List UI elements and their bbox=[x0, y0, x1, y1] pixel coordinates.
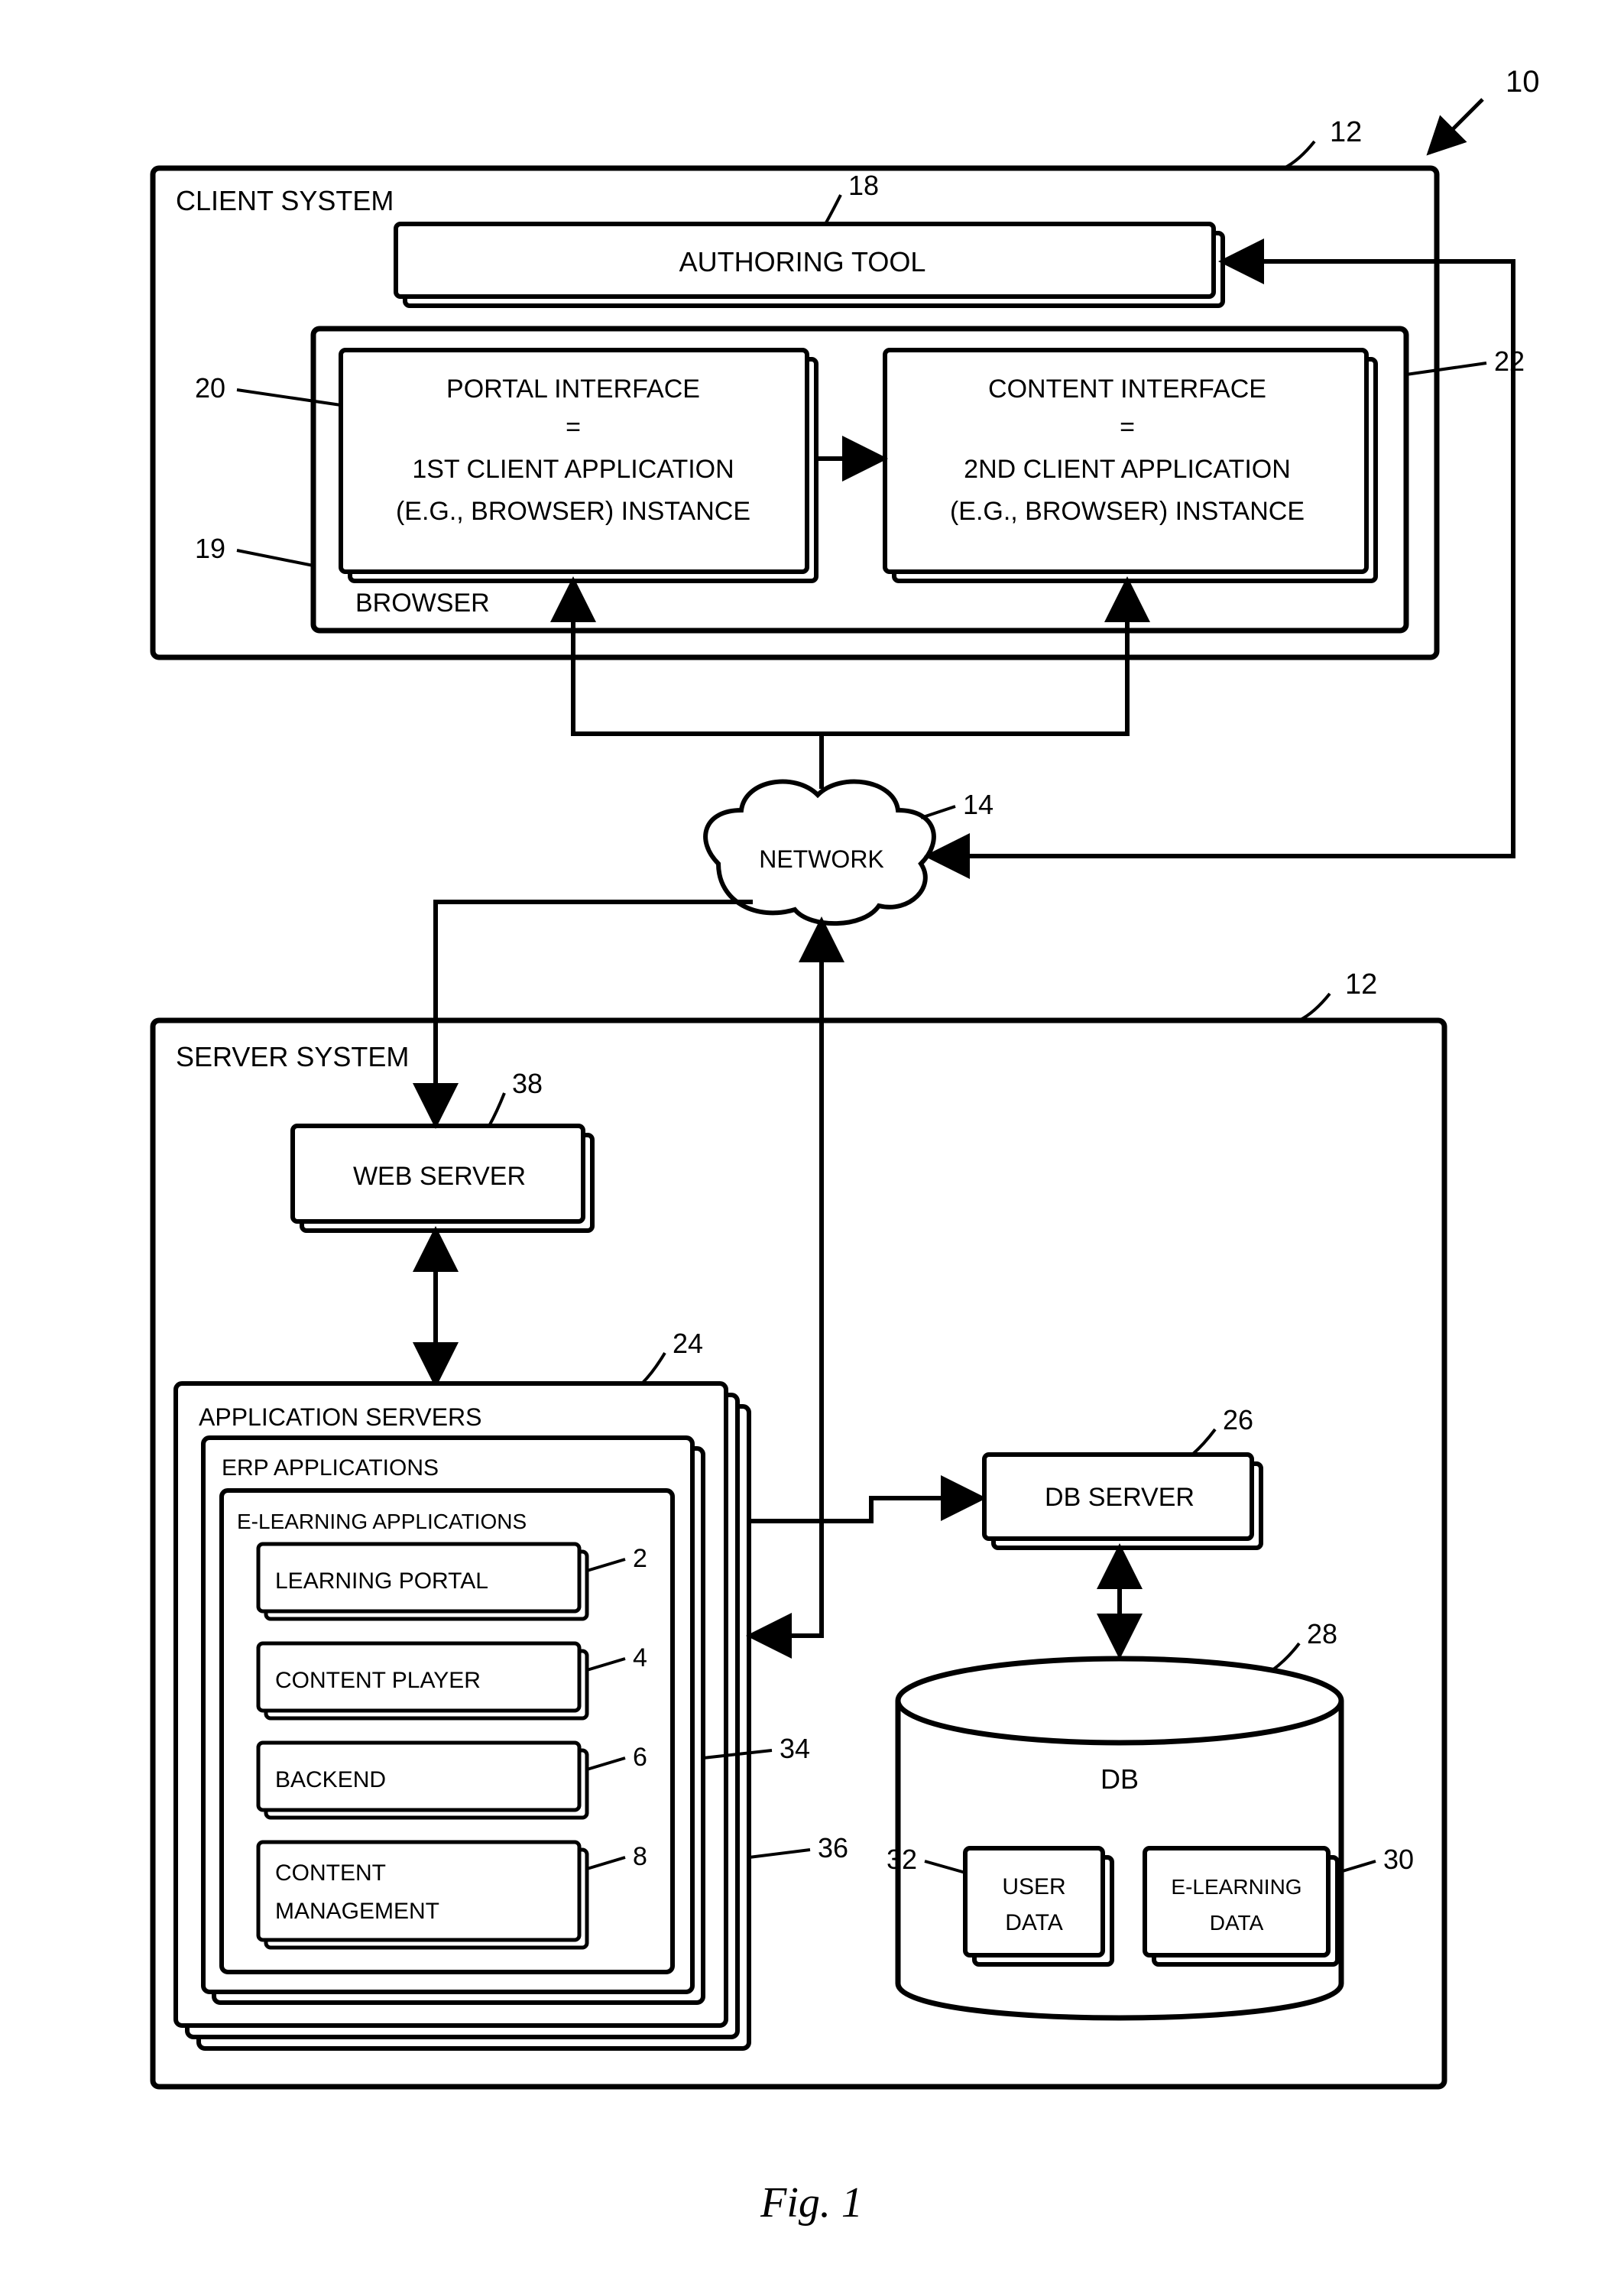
arrow-network-webserver bbox=[436, 902, 753, 1124]
content-interface-l4: (E.G., BROWSER) INSTANCE bbox=[950, 497, 1305, 526]
portal-interface-l1: PORTAL INTERFACE bbox=[446, 375, 700, 404]
network-label: NETWORK bbox=[759, 845, 884, 873]
client-system: CLIENT SYSTEM 12 AUTHORING TOOL 18 BROWS… bbox=[153, 116, 1525, 657]
ref-learning-portal: 2 bbox=[633, 1544, 647, 1573]
ref-appservers-line: 36 bbox=[818, 1832, 848, 1863]
content-player-label: CONTENT PLAYER bbox=[275, 1668, 481, 1693]
ref-browser: 19 bbox=[195, 533, 225, 564]
content-mgmt-l1: CONTENT bbox=[275, 1860, 386, 1886]
ref-server-system: 12 bbox=[1345, 968, 1377, 1001]
ref-elearning-data: 30 bbox=[1383, 1844, 1414, 1875]
ref-overall-leader bbox=[1429, 99, 1483, 153]
app-servers-label: APPLICATION SERVERS bbox=[199, 1403, 481, 1431]
user-data-l2: DATA bbox=[1005, 1910, 1063, 1935]
user-data-l1: USER bbox=[1002, 1874, 1065, 1899]
ref-backend: 6 bbox=[633, 1743, 647, 1772]
portal-interface-l3: 1ST CLIENT APPLICATION bbox=[412, 455, 734, 484]
browser-label: BROWSER bbox=[355, 589, 490, 618]
ref-content-interface: 22 bbox=[1494, 345, 1525, 377]
content-interface-l3: 2ND CLIENT APPLICATION bbox=[964, 455, 1291, 484]
server-system: SERVER SYSTEM 12 WEB SERVER 38 APPLICATI… bbox=[153, 902, 1444, 2087]
db-label: DB bbox=[1100, 1763, 1139, 1795]
ref-content-player: 4 bbox=[633, 1643, 647, 1672]
portal-interface-l4: (E.G., BROWSER) INSTANCE bbox=[396, 497, 750, 526]
learning-portal-label: LEARNING PORTAL bbox=[275, 1568, 488, 1594]
content-mgmt-l2: MANAGEMENT bbox=[275, 1899, 439, 1924]
elearning-data-l1: E-LEARNING bbox=[1171, 1875, 1301, 1899]
authoring-tool-label: AUTHORING TOOL bbox=[679, 246, 926, 277]
figure-caption: Fig. 1 bbox=[760, 2179, 863, 2227]
elearning-data-l2: DATA bbox=[1210, 1911, 1264, 1935]
content-interface-l1: CONTENT INTERFACE bbox=[988, 375, 1266, 404]
ref-network: 14 bbox=[963, 789, 994, 820]
ref-web-server: 38 bbox=[512, 1068, 543, 1099]
arrow-network-appservers bbox=[750, 921, 822, 1636]
backend-label: BACKEND bbox=[275, 1767, 386, 1792]
elearning-label: E-LEARNING APPLICATIONS bbox=[237, 1510, 527, 1533]
diagram-canvas: 10 CLIENT SYSTEM 12 AUTHORING TOOL 18 BR… bbox=[0, 0, 1624, 2290]
ref-db: 28 bbox=[1307, 1618, 1337, 1649]
ref-content-mgmt: 8 bbox=[633, 1842, 647, 1871]
erp-label: ERP APPLICATIONS bbox=[222, 1455, 439, 1481]
ref-authoring-tool: 18 bbox=[848, 170, 879, 201]
server-system-title: SERVER SYSTEM bbox=[176, 1041, 409, 1072]
db-cylinder: DB 28 USER DATA 32 E-LEARNING DATA 30 bbox=[887, 1618, 1414, 2018]
ref-app-servers: 24 bbox=[673, 1328, 703, 1359]
client-system-title: CLIENT SYSTEM bbox=[176, 185, 394, 216]
ref-db-server: 26 bbox=[1223, 1404, 1253, 1435]
web-server-label: WEB SERVER bbox=[353, 1162, 526, 1191]
db-server-label: DB SERVER bbox=[1045, 1483, 1194, 1512]
content-interface-l2: = bbox=[1120, 413, 1135, 442]
ref-portal-interface: 20 bbox=[195, 372, 225, 404]
portal-interface-l2: = bbox=[566, 413, 581, 442]
ref-client-system: 12 bbox=[1330, 116, 1362, 148]
arrow-appservers-dbserver bbox=[750, 1498, 982, 1521]
ref-user-data: 32 bbox=[887, 1844, 917, 1875]
ref-overall: 10 bbox=[1506, 65, 1540, 99]
ref-erp-line: 34 bbox=[780, 1733, 810, 1764]
